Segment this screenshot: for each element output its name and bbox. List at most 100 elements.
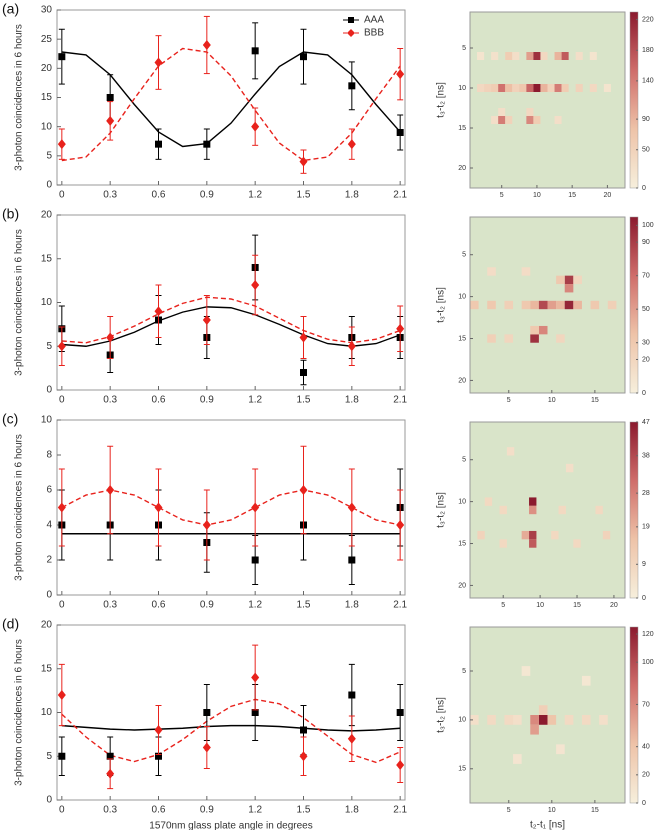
- heatmap-cell: [526, 84, 534, 92]
- heatmap-cell: [561, 52, 569, 60]
- colorbar-tick-label: 140: [642, 78, 654, 85]
- y-tick-label: 10: [41, 707, 53, 718]
- marker: [396, 520, 405, 530]
- heatmap-cell: [573, 275, 582, 285]
- marker: [154, 502, 163, 513]
- y-tick-label: 5: [46, 751, 52, 762]
- heatmap-frame: [469, 626, 626, 804]
- marker: [58, 752, 66, 760]
- marker: [347, 502, 356, 513]
- marker: [396, 69, 405, 80]
- colorbar-tick-label: 220: [642, 16, 654, 23]
- heatmap-cell: [573, 539, 581, 548]
- heatmap-cell: [498, 84, 506, 92]
- marker: [299, 485, 308, 495]
- marker: [299, 156, 308, 167]
- panel-label: (d): [2, 616, 19, 632]
- colorbar: [629, 626, 639, 804]
- y-tick-label: 0: [46, 385, 52, 396]
- heatmap-cell: [529, 497, 537, 506]
- heatmap-cell: [564, 300, 574, 310]
- heatmap-cell: [538, 705, 548, 715]
- y-tick-label: 20: [458, 165, 466, 172]
- colorbar-tick-label: 100: [642, 659, 654, 666]
- x-tick-label: 1.8: [345, 600, 359, 611]
- x-tick-label: 0: [59, 805, 65, 816]
- marker: [106, 752, 114, 760]
- heatmap-cell: [470, 300, 479, 310]
- heatmap-cell: [554, 84, 562, 92]
- y-axis-label: 3-photon coincidences in 6 hours: [14, 434, 25, 581]
- heatmap-cell: [487, 334, 496, 343]
- heatmap-cell: [526, 52, 534, 60]
- heatmap-cell: [530, 325, 539, 335]
- heatmap-cell: [540, 84, 548, 92]
- x-tick-label: 0.3: [103, 805, 117, 816]
- marker: [154, 57, 163, 68]
- x-tick-label: 0.3: [103, 395, 117, 406]
- heatmap-cell: [521, 530, 530, 540]
- y-tick-label: 20: [41, 63, 53, 74]
- heatmap-cell: [487, 715, 496, 725]
- heatmap-cell: [505, 84, 513, 92]
- fit-curve: [61, 724, 401, 732]
- fit-curve: [61, 489, 401, 526]
- heatmap-cell: [530, 724, 539, 735]
- colorbar-tick-label: 28: [642, 490, 650, 497]
- x-tick-label: 10: [548, 397, 556, 404]
- x-tick-label: 5: [501, 602, 505, 609]
- x-tick-label: 0: [59, 395, 65, 406]
- heatmap-cell: [575, 84, 583, 92]
- heatmap-cell: [547, 715, 557, 725]
- marker: [251, 709, 259, 716]
- heatmap-cell: [498, 108, 506, 116]
- heatmap-cell: [526, 116, 534, 124]
- y-tick-label: 15: [458, 766, 466, 773]
- y-tick-label: 15: [458, 540, 466, 547]
- heatmap-cell: [529, 539, 537, 548]
- fit-curve: [61, 306, 401, 347]
- heatmap-cell: [499, 539, 507, 548]
- marker: [396, 323, 405, 334]
- heatmap-cell: [491, 84, 499, 92]
- y-tick-label: 5: [46, 341, 52, 352]
- legend-label: BBB: [364, 28, 384, 39]
- y-tick-label: 15: [41, 92, 53, 103]
- x-tick-label: 0: [59, 190, 65, 201]
- x-tick-label: 0.6: [152, 805, 166, 816]
- marker: [155, 140, 162, 148]
- x-tick-label: 1.5: [297, 395, 311, 406]
- marker: [154, 725, 163, 735]
- x-tick-label: 5: [507, 397, 511, 404]
- heatmap-cell: [602, 530, 611, 540]
- y-tick-label: 20: [458, 377, 466, 384]
- x-tick-label: 0.9: [200, 395, 214, 406]
- marker: [251, 47, 259, 55]
- heatmap-cell: [487, 267, 496, 276]
- panel-label: (a): [2, 1, 19, 17]
- panel-label: (b): [2, 206, 19, 222]
- x-tick-label: 2.1: [393, 805, 407, 816]
- x-tick-label: 0.6: [152, 600, 166, 611]
- heatmap-cell: [484, 84, 492, 92]
- heatmap-cell: [521, 267, 531, 276]
- heatmap-cell: [529, 505, 537, 515]
- colorbar-tick-label: 100: [642, 222, 654, 229]
- heatmap-cell: [551, 530, 559, 540]
- fit-curve: [61, 51, 401, 148]
- legend-marker: [348, 17, 354, 23]
- heatmap-cell: [512, 84, 520, 92]
- y-tick-label: 20: [41, 210, 53, 221]
- y-tick-label: 10: [458, 85, 466, 92]
- heatmap-cell: [499, 505, 507, 515]
- y-tick-label: 10: [41, 415, 53, 426]
- x-tick-label: 1.8: [345, 805, 359, 816]
- x-tick-label: 1.5: [297, 805, 311, 816]
- colorbar-tick-label: 20: [642, 772, 650, 779]
- y-tick-label: 15: [458, 335, 466, 342]
- heatmap-cell: [477, 84, 485, 92]
- marker: [300, 369, 307, 376]
- y-tick-label: 15: [458, 125, 466, 132]
- heatmap-cell: [564, 715, 574, 725]
